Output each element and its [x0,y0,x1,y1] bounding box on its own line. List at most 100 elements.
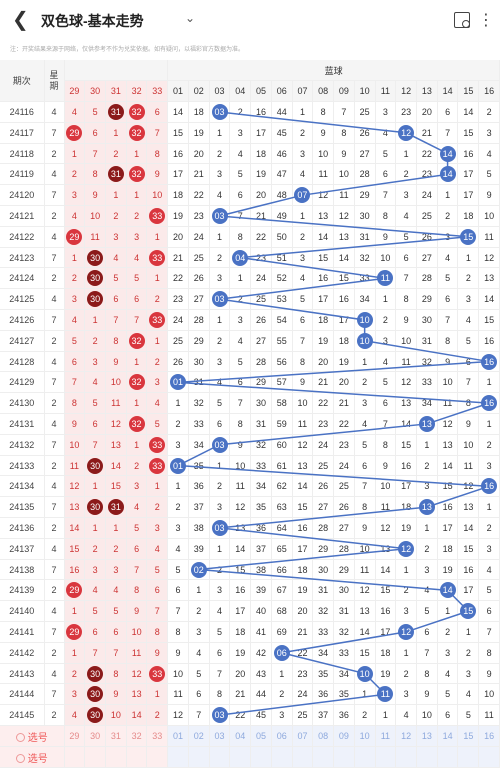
select-blue-cell[interactable]: 13 [416,725,438,747]
select-red-cell[interactable]: 29 [64,725,86,747]
blue-cell: 3 [437,226,459,248]
blue-cell: 29 [416,288,438,311]
select-red-cell[interactable]: 30 [84,725,106,747]
select-blue-cell[interactable]: 01 [167,725,189,747]
select-blue-cell[interactable] [416,746,438,768]
blue-cell: 39 [250,579,272,602]
blue-cell: 10 [354,309,376,331]
red-cell: 1 [146,475,169,498]
select-blue-cell[interactable]: 06 [271,725,293,747]
blue-cell: 12 [292,434,314,456]
select-label-cell[interactable]: 选号 [0,725,65,747]
select-blue-cell[interactable] [250,746,272,768]
select-blue-cell[interactable] [375,746,397,768]
blue-cell: 1 [188,579,210,602]
blue-cell: 1 [478,413,500,435]
blue-cell: 30 [416,309,438,331]
select-blue-cell[interactable] [395,746,417,768]
radio-icon[interactable] [15,753,25,763]
blue-cell: 5 [209,392,231,415]
period-cell: 24125 [0,288,45,311]
select-blue-cell[interactable] [478,746,500,768]
select-red-cell[interactable] [105,746,127,768]
red-cell: 4 [146,392,169,415]
blue-cell: 12 [229,496,252,519]
select-blue-cell[interactable] [437,746,459,768]
blue-ball: 03 [211,436,228,453]
blue-cell: 35 [312,663,335,685]
blue-cell: 17 [312,288,335,311]
blue-cell: 7 [229,392,252,415]
blue-cell: 7 [292,330,314,352]
header-blue-16: 16 [478,80,500,103]
select-red-cell[interactable] [84,746,106,768]
select-blue-cell[interactable]: 15 [457,725,480,747]
blue-cell: 11 [437,392,459,415]
select-blue-cell[interactable] [292,746,314,768]
select-blue-cell[interactable] [167,746,189,768]
select-row[interactable]: 选号 29 30 31 32 33 01 02 03 04 05 06 07 08 09 10 11 12 13 14… [0,725,500,747]
select-blue-cell[interactable]: 02 [188,725,210,747]
select-blue-cell[interactable]: 03 [209,725,231,747]
select-blue-cell[interactable]: 08 [312,725,335,747]
blue-cell: 3 [209,267,231,290]
blue-cell: 8 [292,351,314,373]
select-red-cell[interactable] [146,746,169,768]
select-red-cell[interactable] [64,746,86,768]
blue-cell: 21 [250,205,272,227]
select-blue-cell[interactable] [457,746,480,768]
blue-ball: 16 [481,353,498,370]
select-blue-cell[interactable]: 10 [354,725,376,747]
select-blue-cell[interactable]: 05 [250,725,272,747]
share-icon[interactable] [454,12,470,28]
select-blue-cell[interactable]: 16 [478,725,500,747]
blue-cell: 11 [395,351,417,373]
header-blue-01: 01 [167,80,189,103]
select-red-cell[interactable] [126,746,148,768]
blue-cell: 16 [478,392,500,415]
select-blue-cell[interactable]: 07 [292,725,314,747]
period-cell: 24143 [0,663,45,685]
select-red-cell[interactable]: 33 [146,725,169,747]
blue-cell: 24 [188,226,210,248]
select-blue-cell[interactable]: 11 [375,725,397,747]
blue-cell: 19 [229,642,252,664]
select-blue-cell[interactable] [209,746,231,768]
select-blue-cell[interactable] [354,746,376,768]
select-blue-cell[interactable]: 04 [229,725,252,747]
back-icon[interactable]: ❮ [12,9,29,31]
table-row: 24122 4 29 11 3 3 1 20 24 1 8 22 50 2 14 13 31 9 5 26 3 15 11 [0,226,500,248]
red-cell: 33 [146,205,169,227]
select-blue-cell[interactable]: 12 [395,725,417,747]
blue-cell: 29 [250,371,272,394]
blue-cell: 1 [209,455,231,477]
blue-cell: 45 [271,122,293,144]
select-blue-cell[interactable]: 09 [333,725,355,747]
week-cell: 7 [44,309,65,331]
select-row[interactable]: 选号 [0,746,500,768]
select-blue-cell[interactable]: 14 [437,725,459,747]
table-row: 24120 7 3 9 1 1 10 18 22 4 6 20 48 07 12 11 29 7 3 24 1 17 9 [0,184,500,207]
chevron-down-icon[interactable]: ⌄ [185,11,196,25]
red-cell: 2 [105,143,127,165]
red-cell: 30 [84,704,106,726]
radio-icon[interactable] [15,732,25,742]
select-label-cell[interactable]: 选号 [0,746,65,768]
blue-cell: 56 [271,351,293,373]
blue-cell: 53 [271,288,293,311]
blue-cell: 25 [188,247,210,269]
more-icon[interactable]: ⋮ [478,12,494,29]
select-blue-cell[interactable] [188,746,210,768]
select-blue-cell[interactable] [333,746,355,768]
blue-cell: 38 [188,517,210,539]
select-red-cell[interactable]: 31 [105,725,127,747]
select-red-cell[interactable]: 32 [126,725,148,747]
blue-cell: 7 [457,371,480,394]
blue-ball: 07 [294,187,311,204]
blue-cell: 11 [333,184,355,207]
select-blue-cell[interactable] [271,746,293,768]
select-blue-cell[interactable] [312,746,335,768]
select-blue-cell[interactable] [229,746,252,768]
blue-cell: 15 [167,122,189,144]
red-ball: 32 [128,415,145,432]
